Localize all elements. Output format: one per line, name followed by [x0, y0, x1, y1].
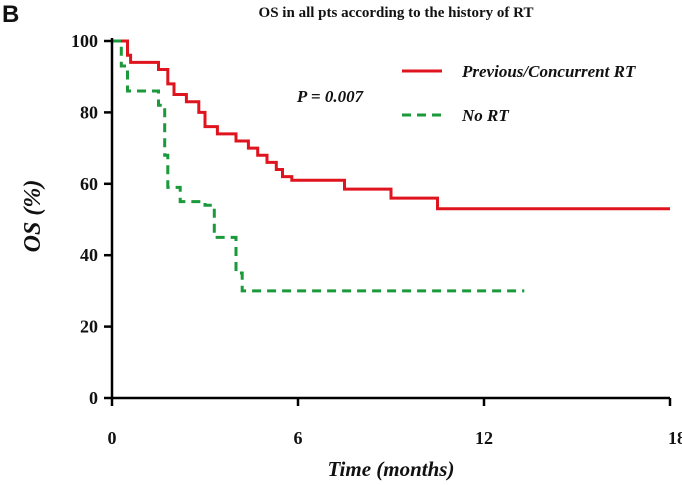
x-tick-label: 6: [294, 428, 303, 448]
chart-title: OS in all pts according to the history o…: [259, 5, 534, 21]
legend-label-previous-rt: Previous/Concurrent RT: [461, 62, 636, 81]
y-tick-label: 80: [80, 102, 98, 122]
series-line-previous-rt: [112, 39, 670, 211]
panel-label: B: [2, 1, 19, 28]
p-value-annotation: P = 0.007: [296, 87, 365, 106]
ticks-layer: 0 20 40 60 80 100 0 6 12 18: [71, 31, 682, 448]
y-tick-label: 40: [80, 245, 98, 265]
axes-layer: [110, 38, 670, 400]
x-tick-label: 18: [668, 428, 682, 448]
series-line-no-rt: [112, 39, 525, 293]
y-tick-label: 60: [80, 174, 98, 194]
x-tick-label: 0: [108, 428, 117, 448]
series-layer: [112, 39, 670, 293]
y-tick-label: 100: [71, 31, 98, 51]
x-axis-label: Time (months): [328, 457, 455, 481]
y-tick-label: 20: [80, 317, 98, 337]
y-tick-label: 0: [89, 388, 98, 408]
y-axis-label: OS (%): [20, 180, 46, 253]
legend-label-no-rt: No RT: [461, 106, 509, 125]
legend: Previous/Concurrent RT No RT: [402, 62, 636, 125]
x-tick-label: 12: [475, 428, 493, 448]
